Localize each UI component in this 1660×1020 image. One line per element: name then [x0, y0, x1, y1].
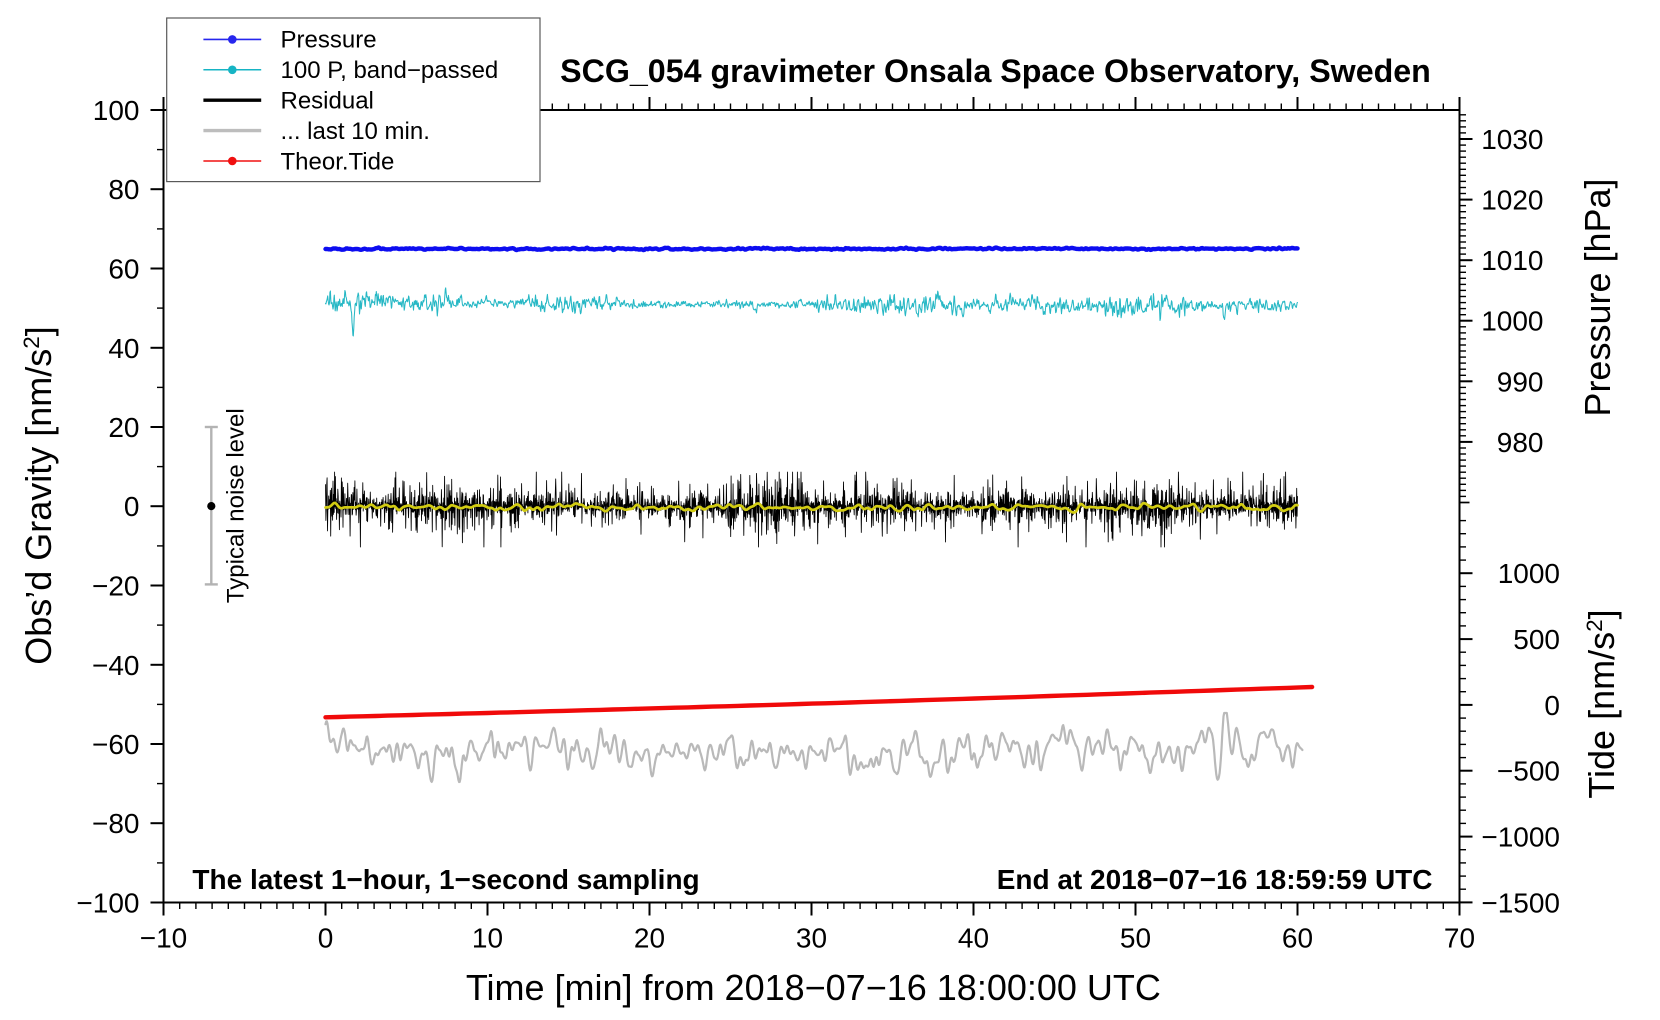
svg-text:100 P, band−passed: 100 P, band−passed: [281, 57, 499, 84]
svg-text:10: 10: [472, 923, 503, 954]
svg-text:−80: −80: [92, 808, 140, 839]
svg-text:Tide [nm/s2]: Tide [nm/s2]: [1581, 609, 1622, 798]
svg-text:Typical noise level: Typical noise level: [223, 408, 250, 603]
svg-text:500: 500: [1513, 624, 1560, 655]
svg-text:The latest 1−hour, 1−second sa: The latest 1−hour, 1−second sampling: [192, 864, 699, 895]
svg-text:1000: 1000: [1481, 306, 1543, 337]
svg-text:40: 40: [958, 923, 989, 954]
svg-text:Pressure: Pressure: [281, 27, 377, 54]
svg-text:Time [min] from 2018−07−16 18:: Time [min] from 2018−07−16 18:00:00 UTC: [466, 967, 1161, 1008]
svg-text:50: 50: [1120, 923, 1151, 954]
svg-text:0: 0: [318, 923, 334, 954]
svg-text:−500: −500: [1497, 756, 1560, 787]
svg-text:End at 2018−07−16 18:59:59 UTC: End at 2018−07−16 18:59:59 UTC: [997, 864, 1433, 895]
svg-text:30: 30: [796, 923, 827, 954]
svg-text:0: 0: [124, 491, 140, 522]
svg-text:... last 10 min.: ... last 10 min.: [281, 118, 430, 145]
svg-text:70: 70: [1444, 923, 1475, 954]
svg-text:60: 60: [108, 254, 139, 285]
svg-text:Residual: Residual: [281, 88, 374, 115]
svg-text:Obs’d Gravity [nm/s2]: Obs’d Gravity [nm/s2]: [18, 326, 59, 665]
svg-text:0: 0: [1544, 690, 1560, 721]
svg-text:SCG_054 gravimeter Onsala Spac: SCG_054 gravimeter Onsala Space Observat…: [560, 53, 1431, 89]
svg-text:40: 40: [108, 333, 139, 364]
svg-text:20: 20: [634, 923, 665, 954]
svg-text:1010: 1010: [1481, 245, 1543, 276]
svg-text:Pressure [hPa]: Pressure [hPa]: [1577, 178, 1618, 416]
svg-text:−10: −10: [140, 923, 188, 954]
svg-text:−1500: −1500: [1481, 887, 1560, 918]
svg-text:980: 980: [1497, 427, 1544, 458]
svg-text:Theor.Tide: Theor.Tide: [281, 148, 395, 175]
svg-text:60: 60: [1282, 923, 1313, 954]
svg-text:−100: −100: [76, 888, 139, 919]
svg-text:−40: −40: [92, 650, 140, 681]
svg-text:−1000: −1000: [1481, 822, 1560, 853]
svg-text:80: 80: [108, 174, 139, 205]
svg-text:−20: −20: [92, 571, 140, 602]
svg-text:990: 990: [1497, 366, 1544, 397]
svg-text:1030: 1030: [1481, 124, 1543, 155]
svg-text:20: 20: [108, 412, 139, 443]
svg-text:1020: 1020: [1481, 185, 1543, 216]
svg-text:−60: −60: [92, 729, 140, 760]
svg-text:1000: 1000: [1498, 558, 1560, 589]
svg-text:100: 100: [93, 95, 140, 126]
